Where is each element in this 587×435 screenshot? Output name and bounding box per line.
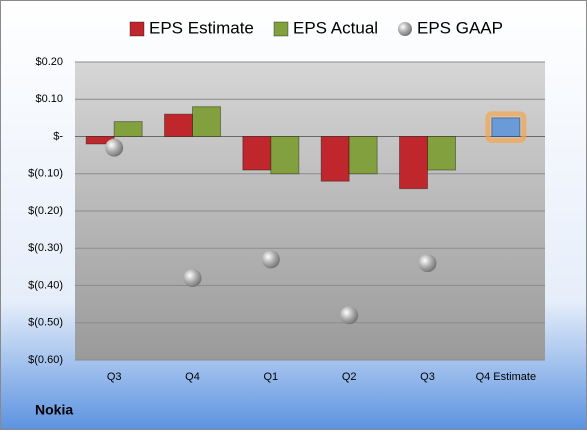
bar: [192, 106, 221, 137]
bar: [113, 121, 143, 137]
y-tick-label: $(0.30): [28, 242, 63, 254]
bar: [491, 117, 521, 137]
legend-marker: [398, 22, 412, 36]
point: [183, 269, 202, 288]
bar: [320, 136, 350, 182]
point: [105, 138, 124, 157]
x-tick-label: Q3: [107, 371, 122, 383]
y-tick-label: $(0.60): [28, 354, 63, 366]
bar: [348, 136, 378, 175]
bar: [242, 136, 272, 171]
point: [261, 250, 280, 269]
legend-marker: [273, 21, 289, 37]
y-tick-label: $0.10: [35, 93, 63, 105]
bar: [427, 136, 456, 171]
point: [340, 306, 359, 325]
y-tick-label: $-: [53, 130, 63, 142]
highlight-glow: [485, 111, 527, 143]
x-tick-label: Q3: [420, 371, 435, 383]
x-tick-label: Q4 Estimate: [476, 371, 537, 383]
bar: [270, 136, 300, 175]
legend-label: EPS GAAP: [417, 18, 503, 37]
y-tick-label: $(0.50): [28, 317, 63, 329]
bar: [164, 113, 193, 138]
bar: [399, 136, 428, 190]
legend-label: EPS Estimate: [149, 18, 254, 37]
y-tick-label: $0.20: [35, 56, 63, 68]
legend-marker: [129, 21, 145, 37]
y-tick-label: $(0.20): [28, 205, 63, 217]
footer: Nokia: [35, 402, 73, 418]
x-tick-label: Q2: [342, 371, 357, 383]
legend-label: EPS Actual: [293, 18, 378, 37]
x-tick-label: Q4: [185, 371, 200, 383]
point: [418, 254, 437, 273]
x-tick-label: Q1: [263, 371, 278, 383]
y-tick-label: $(0.10): [28, 168, 63, 180]
y-tick-label: $(0.40): [28, 279, 63, 291]
